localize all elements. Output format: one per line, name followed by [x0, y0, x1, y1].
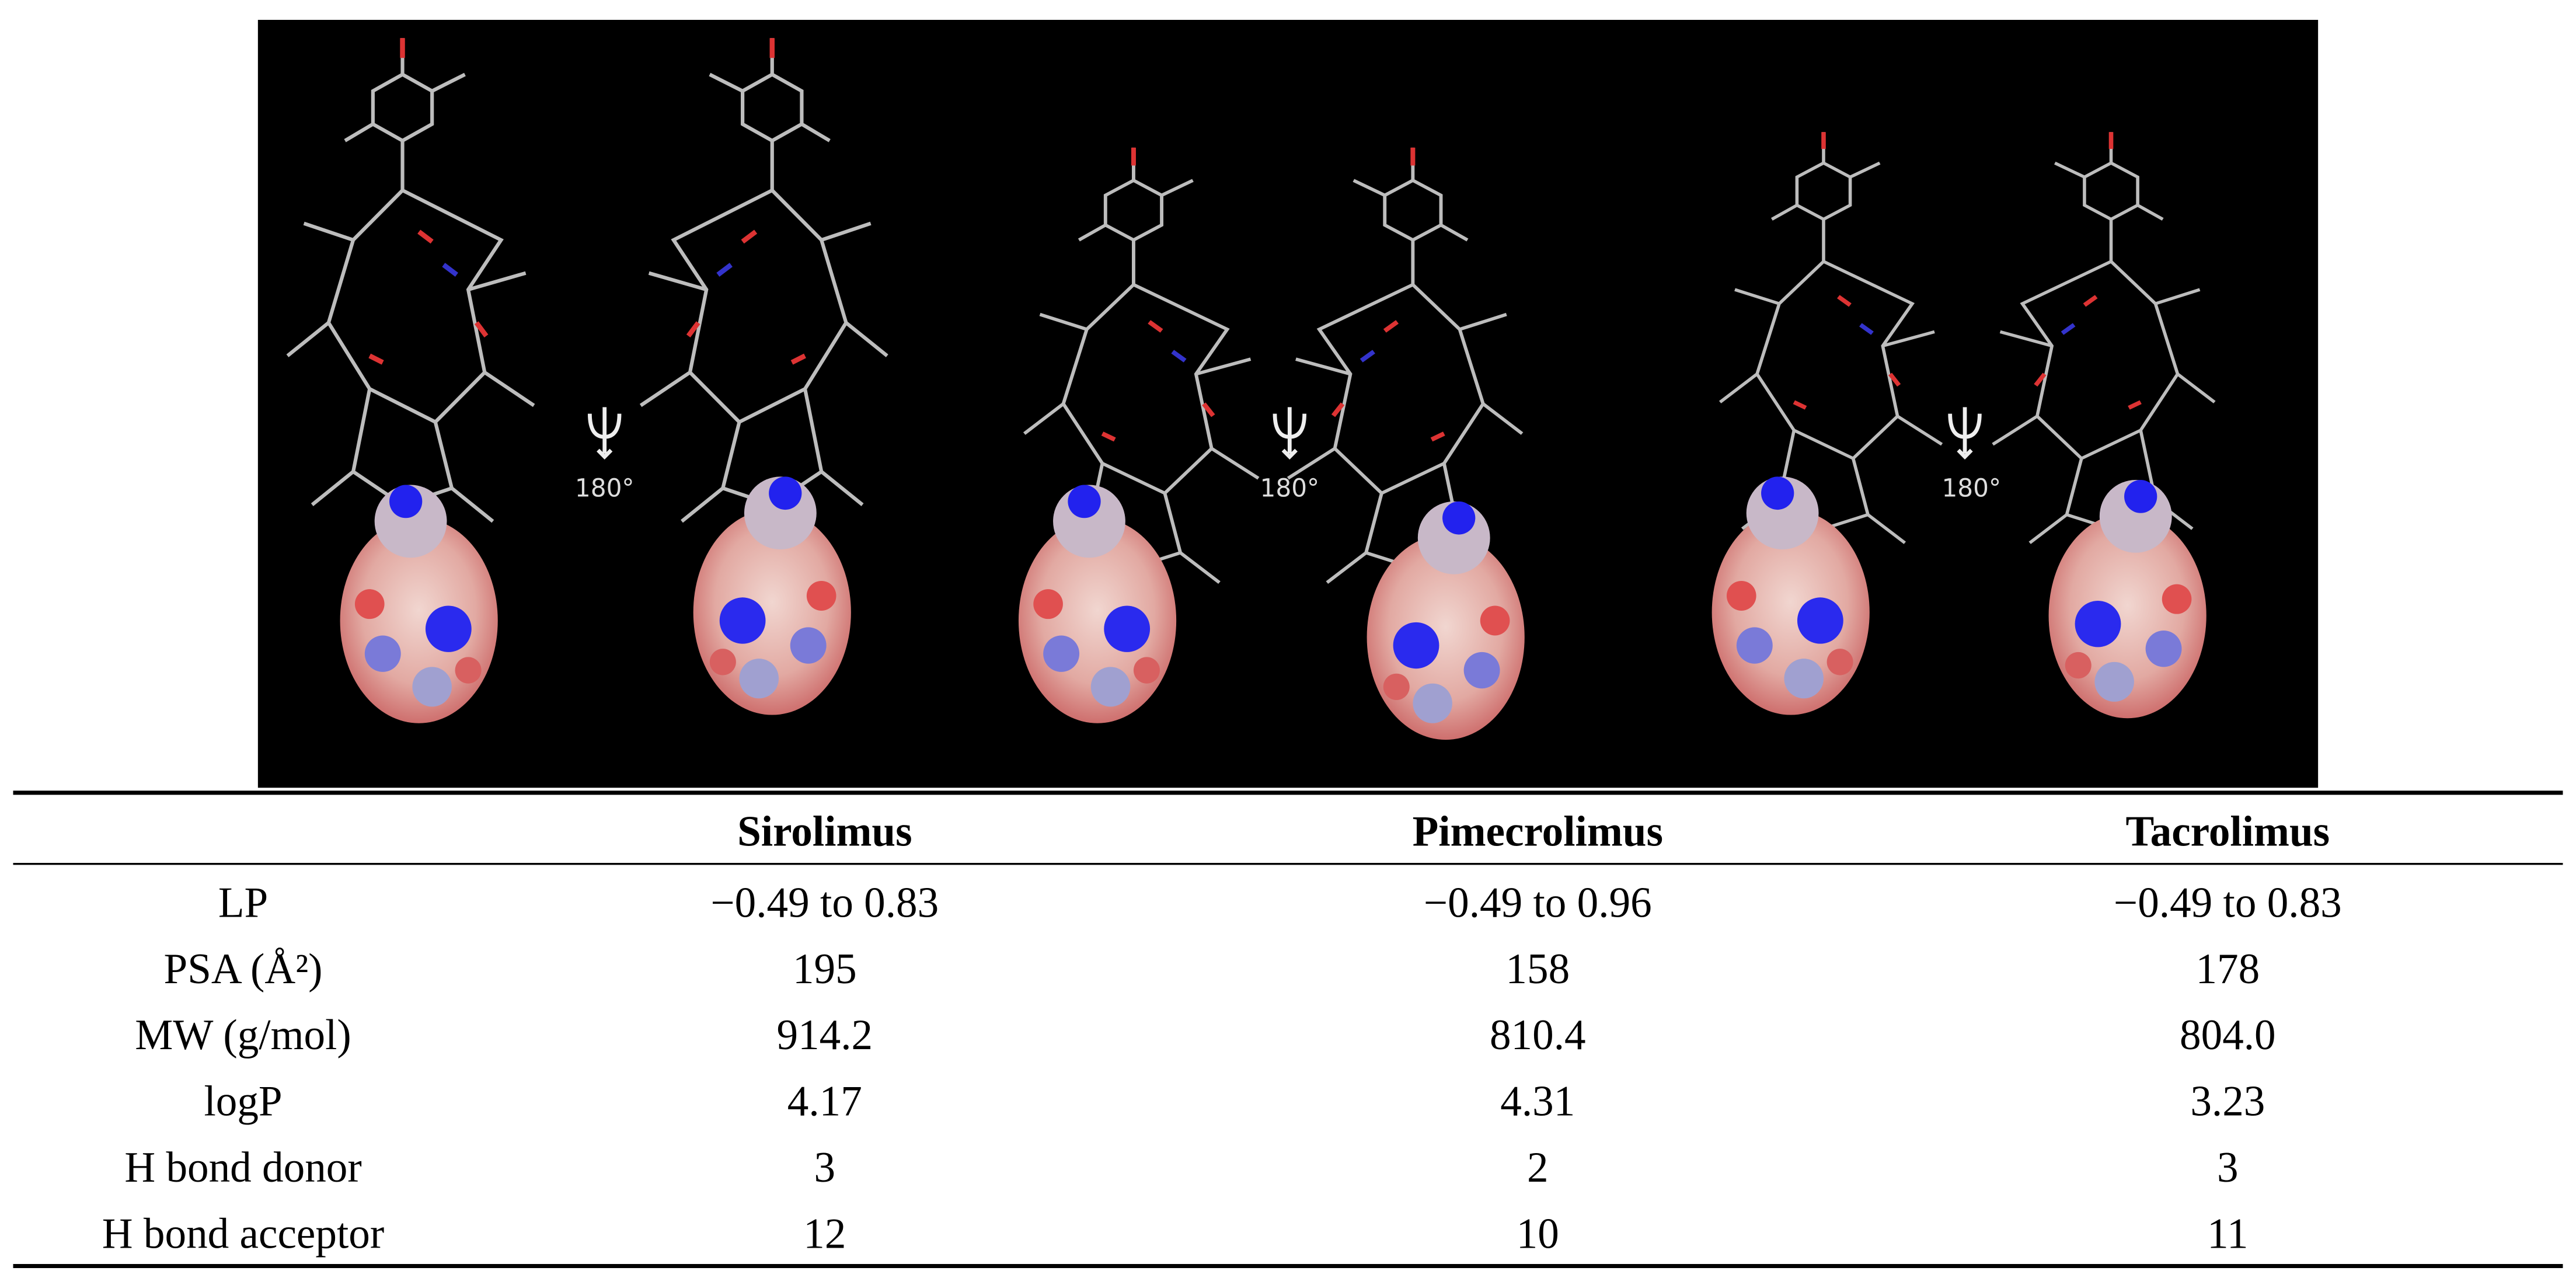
cell: 3 — [2217, 1144, 2239, 1191]
cell: 12 — [803, 1210, 846, 1257]
rotation-label: 180° — [1260, 473, 1319, 502]
cell: 4.31 — [1500, 1077, 1575, 1124]
cell: 3.23 — [2190, 1077, 2265, 1124]
row-label: logP — [204, 1077, 282, 1124]
cell: 3 — [814, 1144, 836, 1191]
figure-panel — [257, 20, 2319, 788]
column-header: Pimecrolimus — [1413, 807, 1663, 855]
cell: −0.49 to 0.96 — [1424, 879, 1652, 926]
cell: 4.17 — [787, 1077, 862, 1124]
row-label: MW (g/mol) — [135, 1011, 351, 1058]
cell: −0.49 to 0.83 — [2114, 879, 2342, 926]
cell: −0.49 to 0.83 — [710, 879, 939, 926]
cell: 158 — [1505, 945, 1570, 993]
rotation-label: 180° — [575, 473, 635, 502]
row-label: H bond donor — [124, 1144, 361, 1191]
column-header: Sirolimus — [737, 807, 912, 855]
cell: 195 — [793, 945, 857, 993]
cell: 10 — [1517, 1210, 1559, 1257]
column-header: Tacrolimus — [2126, 807, 2330, 855]
row-label: PSA (Å²) — [164, 945, 323, 993]
rotation-label: 180° — [1941, 473, 2001, 502]
row-label: H bond acceptor — [102, 1210, 384, 1257]
table: Sirolimus Pimecrolimus Tacrolimus LP −0.49 t… — [102, 807, 2342, 1257]
cell: 804.0 — [2180, 1011, 2276, 1058]
row-label: LP — [218, 879, 268, 926]
cell: 2 — [1527, 1144, 1549, 1191]
cell: 810.4 — [1490, 1011, 1586, 1058]
cell: 178 — [2195, 945, 2260, 993]
cell: 914.2 — [777, 1011, 873, 1058]
cell: 11 — [2207, 1210, 2248, 1257]
